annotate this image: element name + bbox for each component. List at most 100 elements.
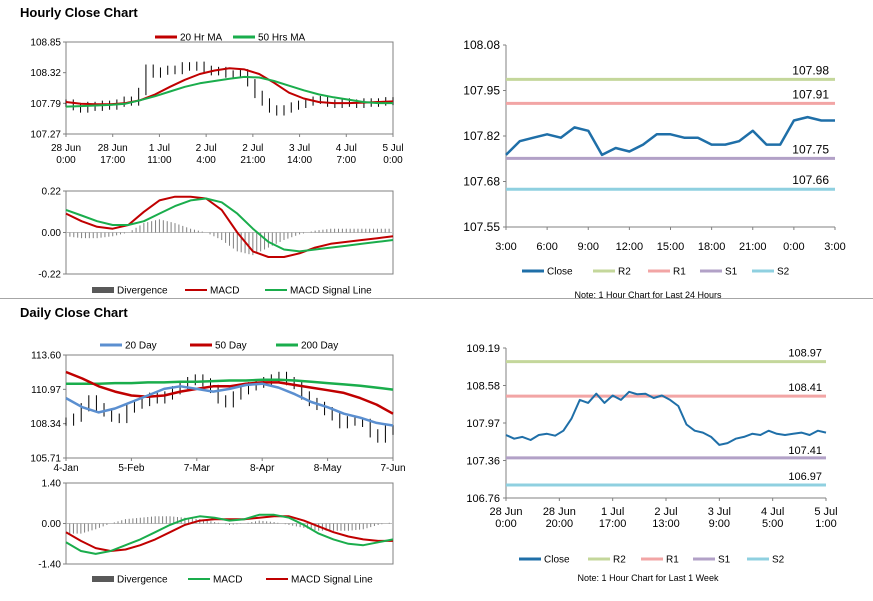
hourly-pivot-y-label: 107.82: [463, 129, 500, 143]
hourly-price-y-tick-label: 108.85: [30, 38, 61, 49]
hourly-section-title: Hourly Close Chart: [20, 5, 138, 20]
legend-daily-macd-signal-label: MACD Signal Line: [291, 575, 373, 586]
legend-daily-macd-label: MACD: [213, 575, 242, 586]
weekly-pivot-y-label: 108.58: [466, 381, 500, 393]
daily-20day-ma-line: [65, 382, 394, 427]
hourly-price-x-tick-label: 5 Jul: [382, 143, 403, 154]
hourly-close-line: [505, 115, 835, 157]
weekly-level-r1-label: 108.41: [788, 382, 822, 394]
legend-hourly-r1-label: R1: [673, 267, 686, 278]
weekly-pivot-x-tick-label: 2 Jul: [654, 506, 677, 518]
hourly-level-r2-label: 107.98: [792, 63, 829, 77]
weekly-pivot-y-label: 107.97: [466, 418, 500, 430]
hourly-price-x-tick-label: 14:00: [287, 155, 312, 166]
hourly-50hr-ma-line: [65, 75, 393, 108]
hourly-price-plot-area: [65, 41, 394, 135]
legend-hourly-r2-label: R2: [618, 267, 631, 278]
hourly-price-x-tick-label: 1 Jul: [149, 143, 170, 154]
weekly-pivot-x-tick-label: 1 Jul: [601, 506, 624, 518]
hourly-price-x-tick-label: 21:00: [240, 155, 265, 166]
weekly-pivot-x-tick-label: 4 Jul: [761, 506, 784, 518]
hourly-pivot-x-tick-label: 3:00: [824, 241, 845, 253]
hourly-price-y-tick-label: 107.27: [30, 130, 61, 141]
daily-50day-ma-line: [65, 370, 394, 415]
hourly-level-r1-label: 107.91: [792, 87, 829, 101]
hourly-price-x-tick-label: 0:00: [383, 155, 403, 166]
hourly-pivot-y-label: 107.95: [463, 84, 500, 98]
daily-macd-y-tick-label: 0.00: [42, 519, 62, 530]
hourly-price-x-tick-label: 3 Jul: [289, 143, 310, 154]
legend-50hrs-ma-label: 50 Hrs MA: [258, 33, 306, 44]
daily-macd-y-tick-label: 1.40: [42, 479, 62, 490]
hourly-pivot-x-tick-label: 18:00: [698, 241, 726, 253]
legend-weekly-s2-label: S2: [772, 555, 785, 566]
weekly-pivot-y-label: 109.19: [466, 343, 500, 355]
legend-hourly-macd-signal-label: MACD Signal Line: [290, 286, 372, 297]
legend-200-day-label: 200 Day: [301, 341, 338, 352]
weekly-pivot-x-tick-label: 5 Jul: [814, 506, 837, 518]
hourly-level-s2-label: 107.66: [792, 173, 829, 187]
daily-price-y-tick-label: 108.34: [30, 419, 61, 430]
weekly-pivot-x-tick-label: 3 Jul: [708, 506, 731, 518]
hourly-pivot-y-label: 108.08: [463, 38, 500, 52]
legend-hourly-s1-label: S1: [725, 267, 738, 278]
weekly-level-r2-label: 108.97: [788, 348, 822, 360]
daily-price-x-tick-label: 8-May: [314, 463, 342, 474]
weekly-pivot-note: Note: 1 Hour Chart for Last 1 Week: [578, 573, 719, 583]
hourly-pivot-x-tick-label: 12:00: [616, 241, 644, 253]
legend-weekly-s1-label: S1: [718, 555, 731, 566]
weekly-pivot-x-tick-label: 28 Jun: [489, 506, 522, 518]
hourly-price-x-tick-label: 11:00: [147, 155, 172, 166]
section-divider: [0, 298, 873, 299]
hourly-pivot-y-label: 107.55: [463, 220, 500, 234]
daily-price-plot-area: [65, 354, 394, 459]
legend-hourly-macd-label: MACD: [210, 286, 239, 297]
legend-50-day-label: 50 Day: [215, 341, 247, 352]
hourly-price-y-tick-label: 107.79: [30, 99, 61, 110]
hourly-price-x-tick-label: 4:00: [196, 155, 216, 166]
weekly-pivot-x-tick-label: 28 Jun: [543, 506, 576, 518]
legend-weekly-r1-label: R1: [666, 555, 679, 566]
daily-price-y-tick-label: 105.71: [30, 454, 61, 465]
hourly-price-x-tick-label: 7:00: [337, 155, 357, 166]
daily-price-x-tick-label: 5-Feb: [118, 463, 145, 474]
hourly-macd-y-tick-label: 0.22: [42, 187, 62, 198]
weekly-pivot-x-tick-label: 20:00: [546, 518, 574, 530]
weekly-pivot-y-label: 107.36: [466, 456, 500, 468]
hourly-price-x-tick-label: 28 Jun: [51, 143, 81, 154]
legend-hourly-close-label: Close: [547, 267, 573, 278]
hourly-price-x-tick-label: 4 Jul: [336, 143, 357, 154]
hourly-macd-y-tick-label: 0.00: [42, 228, 62, 239]
daily-price-y-tick-label: 110.97: [31, 385, 61, 396]
legend-hourly-divergence-label: Divergence: [117, 286, 168, 297]
hourly-macd-y-tick-label: -0.22: [38, 270, 61, 281]
daily-macd-line: [65, 513, 394, 555]
weekly-pivot-x-tick-label: 1:00: [815, 518, 836, 530]
daily-200day-ma-line: [66, 378, 394, 391]
hourly-pivot-x-tick-label: 0:00: [783, 241, 804, 253]
hourly-pivot-x-tick-label: 21:00: [739, 241, 767, 253]
weekly-level-s1-label: 107.41: [788, 445, 822, 457]
daily-price-y-tick-label: 113.60: [31, 351, 61, 362]
daily-macd-y-tick-label: -1.40: [38, 560, 61, 571]
legend-weekly-r2-label: R2: [613, 555, 626, 566]
daily-macd-signal-line: [65, 515, 393, 552]
hourly-price-x-tick-label: 0:00: [56, 155, 76, 166]
hourly-macd-signal-line: [65, 197, 394, 253]
daily-price-x-tick-label: 7-Jun: [380, 463, 405, 474]
legend-daily-divergence-label: Divergence: [117, 575, 168, 586]
daily-section-title: Daily Close Chart: [20, 305, 128, 320]
hourly-price-x-tick-label: 2 Jul: [242, 143, 263, 154]
weekly-pivot-x-tick-label: 13:00: [652, 518, 680, 530]
hourly-pivot-x-tick-label: 6:00: [536, 241, 557, 253]
weekly-pivot-x-tick-label: 17:00: [599, 518, 627, 530]
hourly-price-y-tick-label: 108.32: [30, 68, 61, 79]
hourly-pivot-x-tick-label: 3:00: [495, 241, 516, 253]
hourly-pivot-note: Note: 1 Hour Chart for Last 24 Hours: [574, 290, 722, 300]
weekly-pivot-x-tick-label: 0:00: [495, 518, 516, 530]
hourly-level-s1-label: 107.75: [792, 142, 829, 156]
weekly-pivot-x-tick-label: 5:00: [762, 518, 783, 530]
hourly-pivot-x-tick-label: 15:00: [657, 241, 685, 253]
hourly-price-x-tick-label: 28 Jun: [98, 143, 128, 154]
